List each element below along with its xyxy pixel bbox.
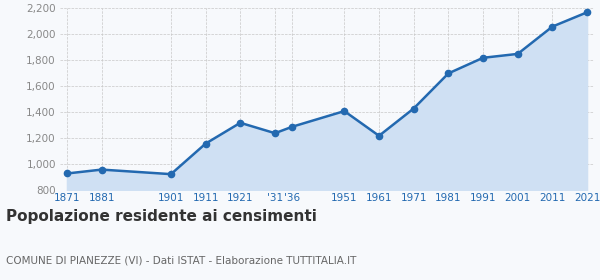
Text: Popolazione residente ai censimenti: Popolazione residente ai censimenti [6, 209, 317, 224]
Text: COMUNE DI PIANEZZE (VI) - Dati ISTAT - Elaborazione TUTTITALIA.IT: COMUNE DI PIANEZZE (VI) - Dati ISTAT - E… [6, 255, 356, 265]
